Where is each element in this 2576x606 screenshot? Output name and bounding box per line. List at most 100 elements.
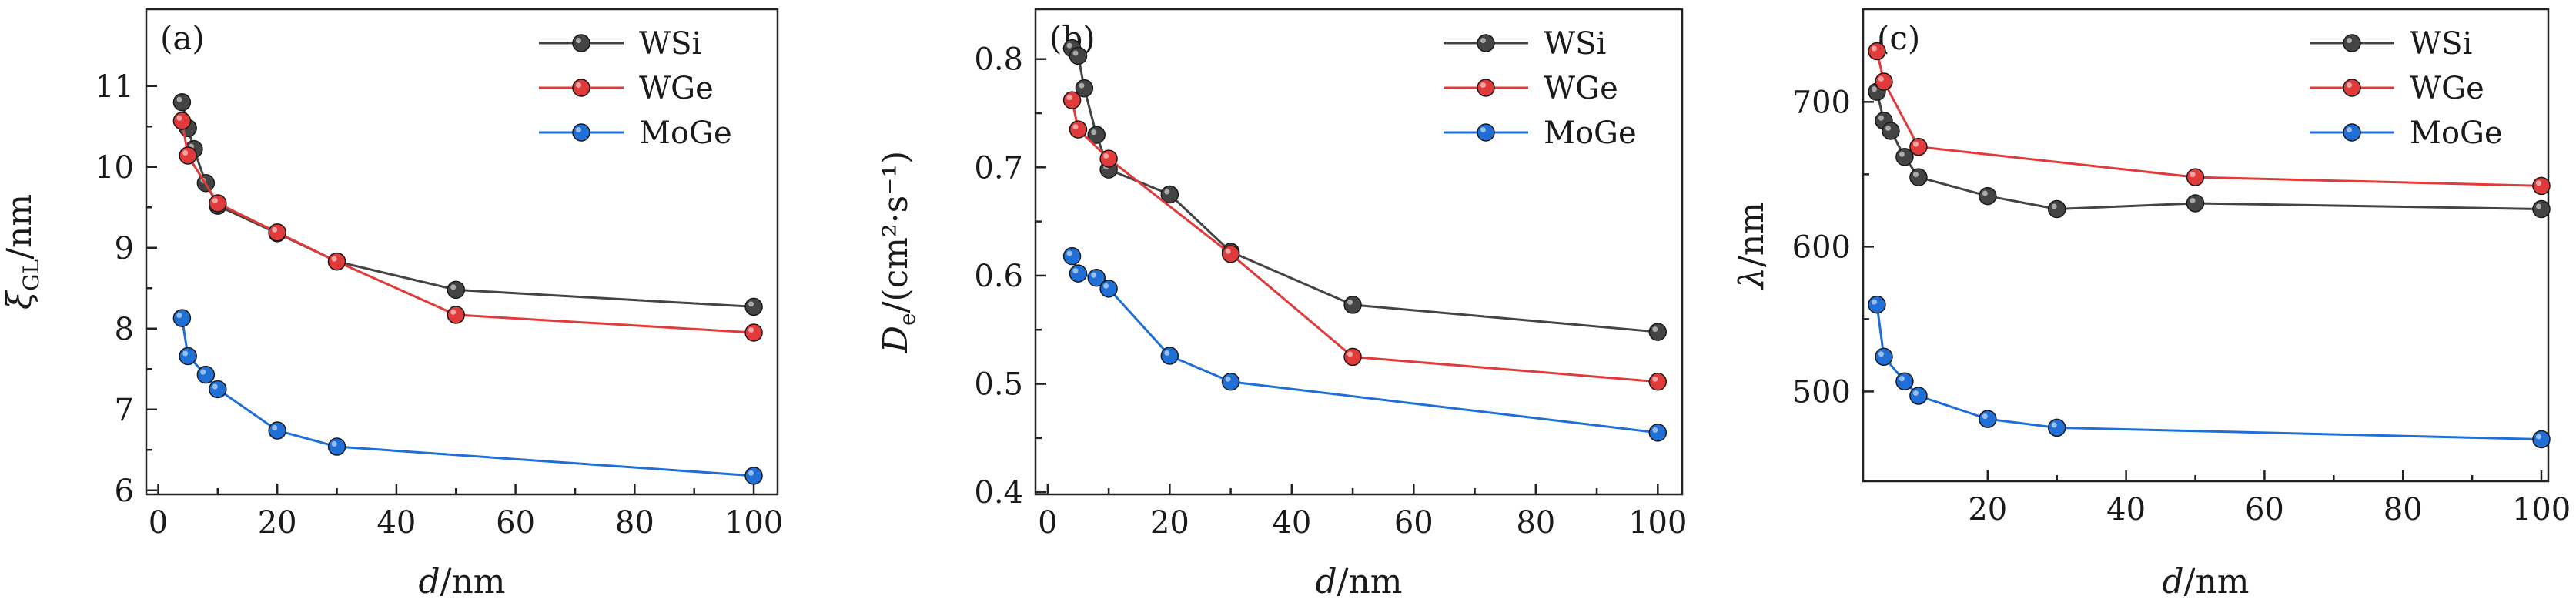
x-tick-label: 100 (724, 505, 783, 541)
y-tick-label: 11 (95, 69, 134, 105)
data-point (1062, 91, 1082, 109)
data-point (179, 347, 197, 366)
data-point-highlight (1091, 272, 1097, 278)
y-tick-label: 8 (115, 312, 134, 347)
x-tick-label: 40 (2106, 492, 2146, 527)
data-point (2532, 199, 2551, 219)
data-point-highlight (1103, 153, 1109, 159)
legend-label: WGe (1544, 71, 1618, 106)
data-point (1648, 323, 1668, 341)
y-tick-label: 10 (95, 150, 134, 186)
data-point-highlight (1871, 299, 1877, 305)
y-axis-variable: ξ (0, 289, 39, 310)
data-point-highlight (1066, 95, 1072, 101)
x-axis-variable: d (2162, 562, 2183, 601)
data-point (1099, 149, 1118, 168)
data-point (209, 194, 227, 213)
series-moge (1062, 246, 1668, 442)
data-point (1882, 122, 1900, 140)
legend: WSi WGe MoGe (1444, 26, 1637, 151)
data-point (744, 323, 763, 342)
data-point-highlight (2190, 172, 2196, 178)
data-point (2047, 418, 2066, 437)
data-point (1979, 410, 1997, 428)
series-wge (172, 112, 763, 342)
x-axis-title: d/nm (418, 562, 505, 601)
legend-label: WSi (639, 26, 701, 62)
y-tick-label: 0.8 (974, 42, 1023, 78)
x-axis-title: d/nm (2162, 562, 2249, 601)
data-point (1875, 72, 1893, 91)
series-line-moge (1875, 304, 2542, 440)
data-point-highlight (1871, 45, 1877, 52)
y-tick-label: 0.7 (974, 150, 1023, 186)
data-point (172, 93, 192, 112)
data-point-highlight (748, 470, 754, 476)
x-tick-label: 100 (2512, 492, 2571, 527)
panel-label: (a) (160, 19, 205, 57)
data-point (1909, 168, 1928, 186)
data-point-highlight (176, 313, 182, 319)
y-axis-subscript: e (895, 313, 920, 326)
x-tick-label: 60 (2245, 492, 2284, 527)
x-axis-unit: /nm (440, 562, 506, 601)
legend-label: MoGe (639, 116, 732, 151)
data-point (2532, 176, 2551, 196)
data-point (1069, 46, 1088, 65)
data-point (1648, 373, 1668, 391)
legend-marker-icon (2343, 34, 2361, 52)
y-tick-label: 9 (115, 231, 134, 266)
data-point-highlight (2051, 203, 2057, 209)
data-point-highlight (1066, 250, 1072, 256)
series-moge (172, 309, 763, 485)
x-tick-label: 20 (1150, 505, 1189, 541)
data-point (1868, 295, 1886, 314)
legend-marker-highlight (2347, 82, 2352, 88)
legend-marker-highlight (1480, 127, 1486, 132)
data-point-highlight (1103, 283, 1109, 289)
y-axis-subscript: GL (18, 259, 44, 291)
data-point-highlight (1164, 350, 1170, 356)
y-axis-title: λ/nm (1732, 202, 1771, 290)
y-tick-label: 0.4 (974, 475, 1023, 511)
data-point-highlight (2190, 197, 2196, 203)
data-point (1221, 245, 1240, 263)
legend-marker-highlight (2347, 127, 2352, 132)
data-point (447, 306, 466, 324)
data-point (179, 146, 197, 165)
legend-marker-highlight (576, 82, 581, 88)
data-point-highlight (212, 383, 218, 390)
y-tick-label: 600 (1792, 229, 1851, 265)
x-tick-label: 0 (1038, 505, 1057, 541)
x-axis-title: d/nm (1315, 562, 1402, 601)
legend-marker-icon (572, 79, 590, 97)
data-point (172, 112, 192, 130)
y-axis-unit: /nm (1732, 202, 1771, 267)
data-point (1979, 186, 1997, 206)
series-line-moge (1071, 256, 1658, 434)
x-tick-label: 40 (1272, 505, 1311, 541)
x-tick-label: 60 (496, 505, 535, 541)
data-point-highlight (272, 425, 278, 431)
legend-marker-icon (572, 34, 590, 52)
x-tick-label: 60 (1394, 505, 1434, 541)
y-tick-label: 0.5 (974, 367, 1023, 403)
data-point-highlight (1982, 190, 1988, 196)
data-point (744, 467, 763, 485)
data-point-highlight (1899, 376, 1905, 382)
data-point-highlight (1347, 299, 1353, 305)
data-point (1909, 387, 1928, 405)
data-point-highlight (1079, 82, 1085, 89)
data-point-highlight (1072, 124, 1079, 130)
data-point-highlight (272, 226, 278, 233)
legend: WSi WGe MoGe (539, 26, 732, 151)
series-wge (1062, 91, 1668, 391)
legend-label: WSi (1544, 26, 1606, 62)
y-tick-label: 500 (1792, 374, 1851, 410)
plot-frame (145, 8, 779, 496)
data-point-highlight (331, 441, 337, 447)
legend-label: MoGe (2410, 116, 2503, 151)
data-point (268, 421, 286, 440)
data-point (1343, 296, 1362, 314)
